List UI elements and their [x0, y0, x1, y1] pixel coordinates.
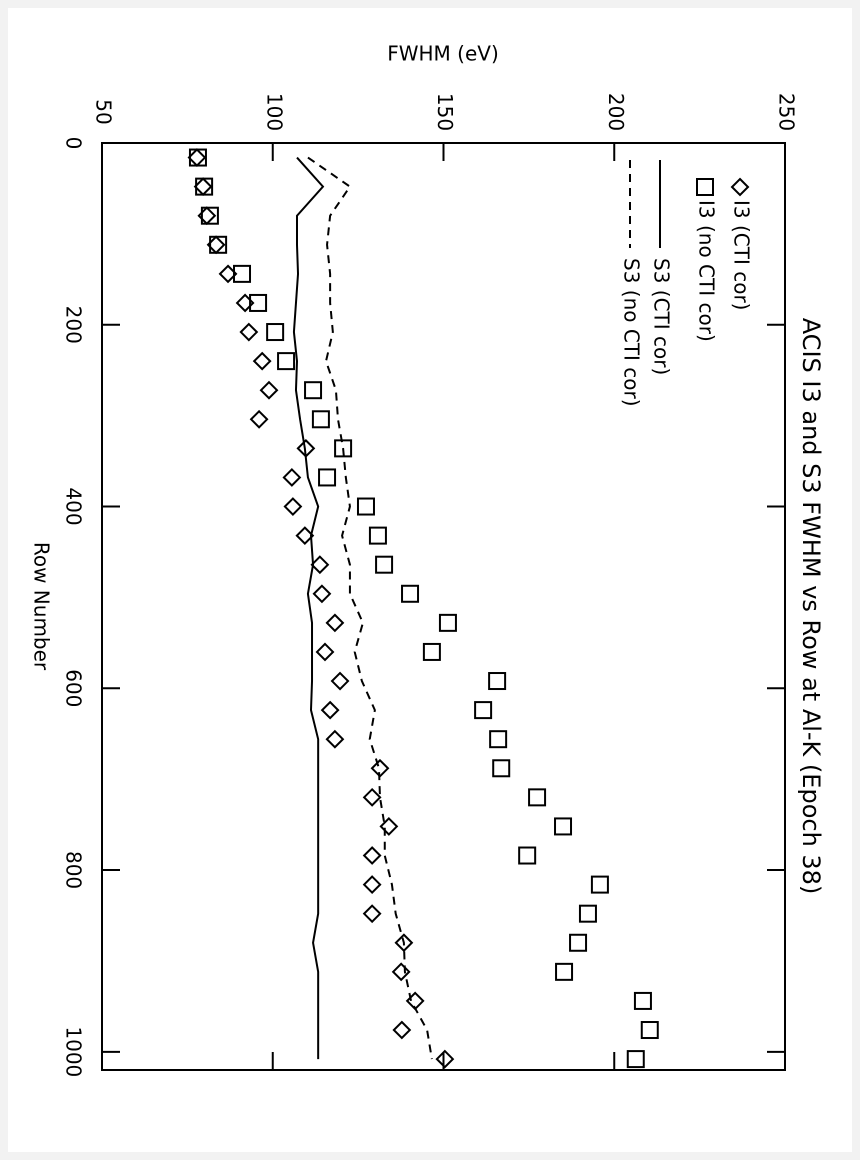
legend-label: I3 (CTI cor)	[730, 200, 754, 310]
square-marker	[277, 352, 296, 371]
square-marker	[195, 177, 214, 196]
diamond-marker	[379, 817, 399, 836]
square-marker	[368, 526, 387, 545]
diamond-marker	[282, 468, 302, 487]
square-marker	[555, 962, 574, 981]
diamond-marker	[252, 351, 272, 371]
square-marker	[311, 410, 330, 429]
square-marker	[375, 555, 394, 574]
line-series	[292, 156, 325, 1060]
square-marker	[528, 788, 547, 807]
diamond-marker	[310, 555, 330, 575]
legend-marker	[730, 177, 750, 197]
square-marker	[249, 293, 268, 312]
legend-marker	[696, 178, 714, 196]
diamond-marker	[362, 787, 382, 807]
square-marker	[590, 875, 609, 894]
y-tick-label: 50	[92, 99, 116, 124]
square-marker	[554, 817, 573, 836]
x-tick-label: 0	[62, 137, 86, 150]
square-marker	[200, 206, 219, 225]
diamond-marker	[320, 700, 340, 720]
diamond-marker	[392, 1020, 412, 1040]
square-marker	[474, 701, 493, 720]
diamond-marker	[325, 729, 345, 749]
square-marker	[578, 904, 597, 923]
square-marker	[633, 991, 652, 1010]
square-marker	[488, 672, 507, 691]
square-marker	[626, 1050, 645, 1069]
x-tick-label: 400	[62, 487, 86, 525]
square-marker	[569, 933, 588, 952]
square-marker	[401, 584, 420, 603]
chart-title: ACIS I3 and S3 FWHM vs Row at Al-K (Epoc…	[797, 318, 825, 895]
y-tick-label: 150	[433, 93, 457, 131]
diamond-marker	[295, 526, 315, 546]
diamond-marker	[330, 671, 350, 691]
square-marker	[209, 235, 228, 254]
diamond-marker	[435, 1049, 455, 1069]
diamond-marker	[391, 962, 411, 982]
square-marker	[518, 846, 537, 865]
square-marker	[438, 613, 457, 632]
x-tick-label: 1000	[62, 1026, 86, 1077]
panel	[8, 8, 852, 1152]
square-marker	[334, 439, 353, 458]
diamond-marker	[362, 875, 382, 895]
square-marker	[356, 497, 375, 516]
diamond-marker	[312, 584, 332, 604]
y-tick-label: 100	[262, 93, 286, 131]
diamond-marker	[362, 846, 382, 865]
x-tick-label: 800	[62, 851, 86, 889]
x-tick-label: 600	[62, 669, 86, 707]
square-marker	[233, 264, 252, 283]
square-marker	[489, 730, 508, 749]
x-tick-label: 200	[62, 306, 86, 344]
square-marker	[318, 468, 337, 487]
y-tick-label: 250	[775, 93, 799, 131]
x-axis-label: Row Number	[30, 542, 54, 671]
diamond-marker	[259, 380, 279, 400]
legend-label: I3 (no CTI cor)	[695, 200, 719, 342]
y-tick-label: 200	[604, 93, 628, 131]
square-marker	[640, 1021, 659, 1040]
diamond-marker	[249, 409, 269, 429]
diamond-marker	[394, 933, 414, 953]
diamond-marker	[239, 322, 259, 342]
diamond-marker	[325, 613, 345, 633]
square-marker	[304, 381, 323, 400]
square-marker	[492, 759, 511, 778]
diamond-marker	[362, 904, 382, 924]
square-marker	[266, 323, 285, 342]
legend-label: S3 (no CTI cor)	[620, 258, 644, 407]
y-axis-label: FWHM (eV)	[387, 42, 499, 66]
legend-label: S3 (CTI cor)	[650, 258, 674, 375]
square-marker	[188, 148, 207, 167]
square-marker	[422, 642, 441, 661]
diamond-marker	[283, 497, 303, 516]
diamond-marker	[315, 642, 335, 662]
